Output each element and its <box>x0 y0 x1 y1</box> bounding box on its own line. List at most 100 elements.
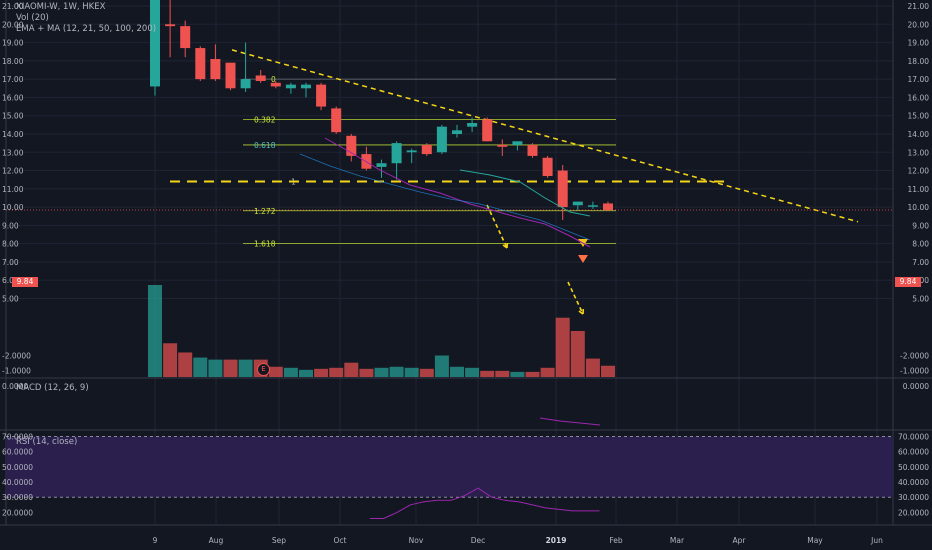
rsi-tick-label: 70.0000 <box>898 433 929 442</box>
volume-bar <box>510 371 525 377</box>
volume-bar <box>238 359 253 377</box>
rsi-label: RSI (14, close) <box>16 437 78 447</box>
candle-body <box>527 144 538 156</box>
fib-level-label: 0.618 <box>254 141 276 150</box>
volume-bar <box>601 365 615 377</box>
price-tick-label: 12.00 <box>908 167 930 176</box>
candle-body <box>255 75 266 81</box>
macd-legend: MACD (12, 26, 9) <box>16 383 89 394</box>
time-tick-label: Dec <box>471 536 486 545</box>
candle-body <box>285 84 296 89</box>
volume-bar <box>208 359 223 377</box>
volume-bar <box>585 358 600 377</box>
price-tick-label: 17.00 <box>2 75 24 84</box>
descending-trendline <box>231 49 859 223</box>
macd-line <box>539 417 601 426</box>
price-tick-label: 14.00 <box>908 130 930 139</box>
ema-label: EMA + MA (12, 21, 50, 100, 200) <box>16 24 157 34</box>
time-tick-label: Sep <box>272 536 286 545</box>
candle-body <box>542 157 553 177</box>
price-tick-label: 6.00 <box>2 276 19 285</box>
volume-bar <box>193 357 208 377</box>
fib-level-label: 1.272 <box>254 207 276 216</box>
price-tick-label: 13.00 <box>2 148 24 157</box>
candle-body <box>195 48 206 80</box>
projection-arrow-head <box>502 242 509 249</box>
candle-body <box>406 150 417 153</box>
volume-bar <box>434 355 449 377</box>
rsi-tick-label: 40.0000 <box>898 478 929 487</box>
price-tick-label: 5.00 <box>912 295 929 304</box>
volume-bar <box>359 368 374 377</box>
chart-legend: XIAOMI-W, 1W, HKEX Vol (20) EMA + MA (12… <box>16 2 156 35</box>
candle-body <box>270 82 281 87</box>
volume-bar <box>148 285 162 377</box>
candle-body <box>482 119 493 142</box>
rsi-tick-label: 70.0000 <box>2 433 33 442</box>
macd-tick-label: -1.0000 <box>2 367 31 376</box>
price-tick-label: 11.00 <box>908 185 930 194</box>
price-tick-label: 9.00 <box>912 221 929 230</box>
time-tick-label: Oct <box>334 536 347 545</box>
price-tick-label: 19.00 <box>2 39 24 48</box>
candle-body <box>557 170 568 208</box>
price-tick-label: 11.00 <box>2 185 24 194</box>
price-tick-label: 19.00 <box>908 39 930 48</box>
time-tick-label: Feb <box>609 536 623 545</box>
candle-body <box>391 143 402 164</box>
fib-level-label: 0 <box>271 75 276 84</box>
ema-line <box>324 137 591 248</box>
candle-body <box>225 62 236 89</box>
projection-arrow <box>486 204 508 249</box>
volume-bar <box>419 368 434 377</box>
volume-bar <box>178 352 193 377</box>
projection-arrow <box>567 281 584 315</box>
volume-bar <box>329 367 344 377</box>
volume-bar <box>344 362 359 377</box>
rsi-tick-label: 20.0000 <box>898 508 929 517</box>
trendlines <box>6 49 893 315</box>
projection-arrow-head <box>578 308 585 315</box>
price-tick-label: 7.00 <box>912 258 929 267</box>
time-tick-label: Aug <box>209 536 224 545</box>
earnings-marker[interactable]: E <box>257 363 270 376</box>
rsi-band <box>6 436 893 498</box>
rsi-tick-label: 40.0000 <box>2 478 33 487</box>
price-tick-label: 17.00 <box>908 75 930 84</box>
price-tick-label: 15.00 <box>2 112 24 121</box>
price-tick-label: 10.00 <box>2 203 24 212</box>
volume-label: Vol (20) <box>16 13 49 23</box>
price-tick-label: 16.00 <box>2 93 24 102</box>
price-tick-label: 20.00 <box>2 20 24 29</box>
macd-label: MACD (12, 26, 9) <box>16 383 89 393</box>
candle-body <box>452 130 462 134</box>
price-tick-label: 18.00 <box>2 57 24 66</box>
candle-body <box>467 123 478 127</box>
indicator-lines <box>299 137 601 519</box>
volume-bar <box>374 367 389 377</box>
volume-bar <box>570 331 585 377</box>
volume-bars <box>148 285 615 377</box>
volume-bar <box>495 370 510 377</box>
fib-level-label: 0.382 <box>254 115 276 124</box>
left-price-badge: 9.84 <box>12 277 38 287</box>
candle-body <box>180 26 191 49</box>
volume-bar <box>389 366 404 377</box>
volume-bar <box>525 371 540 377</box>
volume-bar <box>223 359 238 377</box>
time-tick-label: 2019 <box>546 536 567 545</box>
right-price-badge: 9.84 <box>895 277 921 287</box>
macd-tick-label: 0.0000 <box>2 382 28 391</box>
price-tick-label: 14.00 <box>2 130 24 139</box>
volume-bar <box>299 369 313 377</box>
macd-tick-label: -2.0000 <box>900 352 929 361</box>
price-tick-label: 20.00 <box>908 20 930 29</box>
price-tick-label: 15.00 <box>908 112 930 121</box>
volume-bar <box>404 367 419 377</box>
volume-bar <box>268 366 283 377</box>
candle-body <box>603 203 613 211</box>
volume-bar <box>555 317 570 377</box>
candle-body <box>346 135 357 156</box>
volume-bar <box>450 366 464 377</box>
